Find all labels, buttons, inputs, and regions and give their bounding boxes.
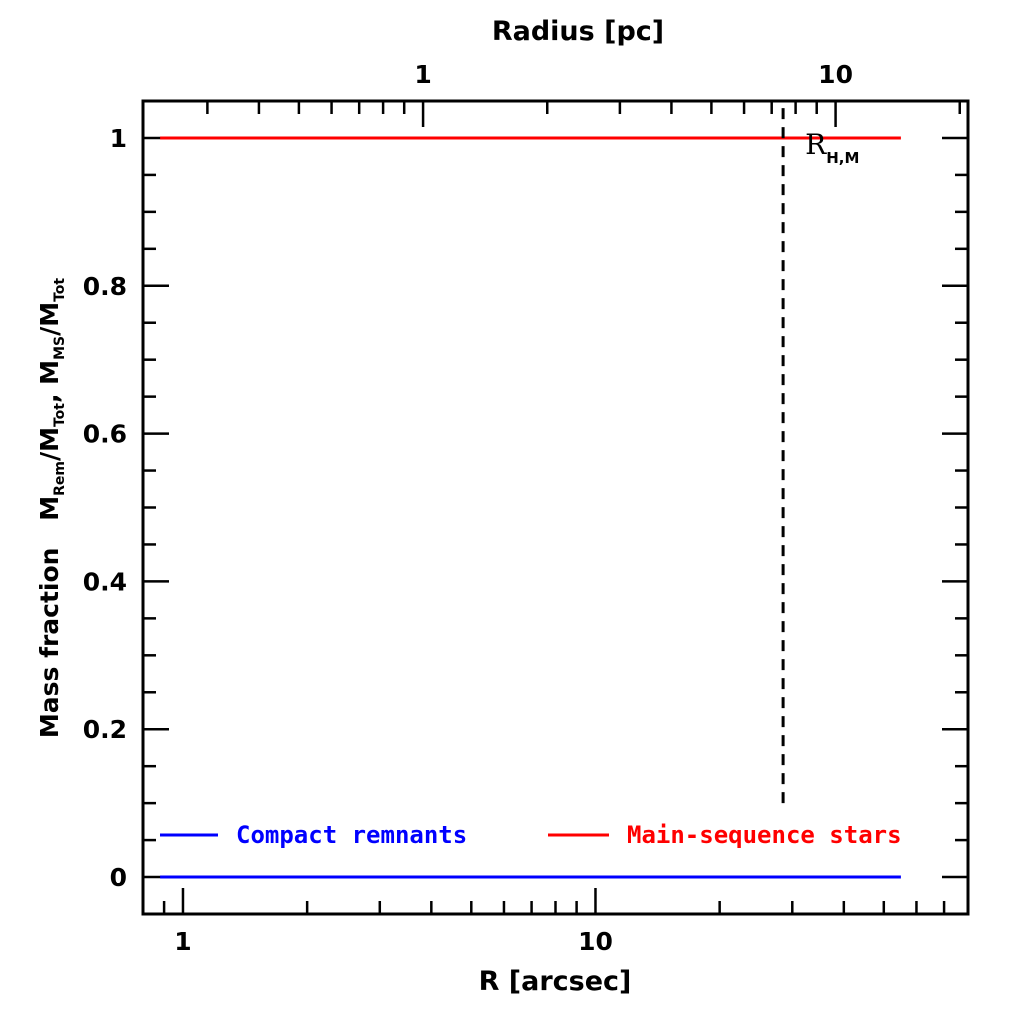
y-axis-title-prefix: Mass fraction [35, 548, 64, 739]
y-axis-title: Mass fraction MRem/MTot, MMS/MTot [35, 278, 68, 739]
legend-label-0: Compact remnants [236, 821, 467, 849]
top-axis-title: Radius [pc] [492, 16, 664, 47]
top-tick-label: 10 [818, 60, 853, 89]
y-tick-label: 0.2 [83, 715, 127, 744]
half-mass-radius-label: RH,M [805, 128, 859, 167]
y-tick-label: 0.4 [83, 567, 127, 596]
x-axis-title: R [arcsec] [479, 966, 632, 997]
legend-label-1: Main-sequence stars [627, 821, 902, 849]
x-tick-label: 10 [578, 927, 613, 956]
y-tick-label: 1 [110, 124, 127, 153]
top-tick-label: 1 [414, 60, 431, 89]
plot-frame [141, 99, 970, 916]
y-tick-label: 0.6 [83, 420, 127, 449]
x-tick-label: 1 [174, 927, 191, 956]
y-tick-label: 0.8 [83, 272, 127, 301]
y-tick-label: 0 [110, 863, 127, 892]
